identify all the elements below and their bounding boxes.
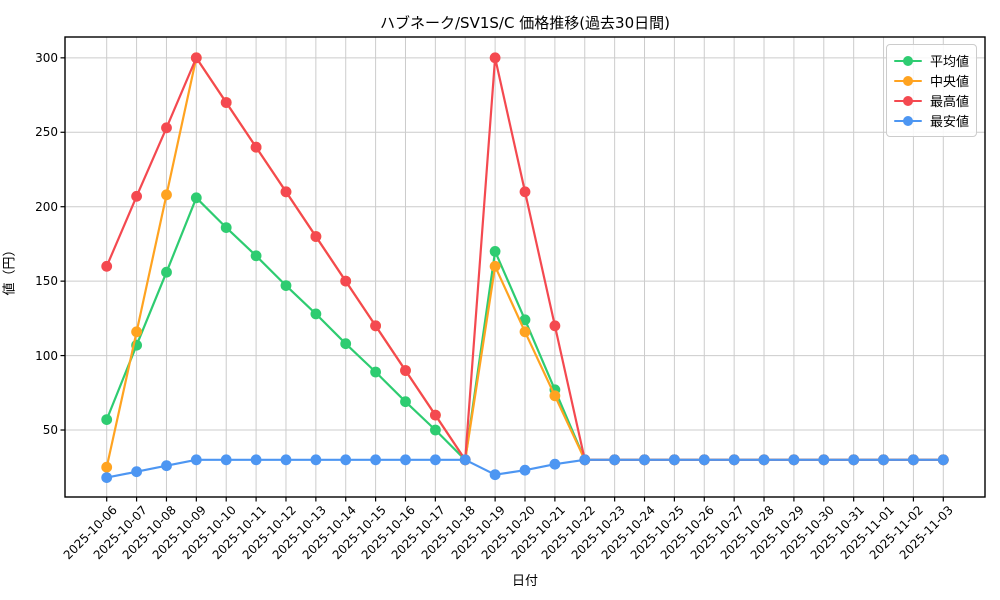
data-point-最安値 xyxy=(370,454,381,466)
data-point-最高値 xyxy=(489,52,501,64)
data-point-最安値 xyxy=(579,454,591,466)
legend-line-marker-icon xyxy=(894,95,922,106)
y-tick-label: 50 xyxy=(42,423,58,437)
legend: 平均値中央値最高値最安値 xyxy=(886,44,977,137)
data-point-最安値 xyxy=(609,454,620,466)
data-point-最安値 xyxy=(340,454,352,466)
data-point-最高値 xyxy=(280,186,292,198)
chart-title: ハブネーク/SV1S/C 価格推移(過去30日間) xyxy=(380,14,670,32)
data-point-最安値 xyxy=(788,454,800,466)
data-point-平均値 xyxy=(161,266,172,278)
y-tick-label: 150 xyxy=(35,274,58,289)
data-point-最高値 xyxy=(519,186,531,198)
legend-item-最安値: 最安値 xyxy=(894,111,969,130)
data-point-最安値 xyxy=(280,454,292,466)
data-point-平均値 xyxy=(370,366,381,378)
legend-item-中央値: 中央値 xyxy=(894,71,969,90)
legend-label: 最安値 xyxy=(930,115,970,130)
data-point-最安値 xyxy=(878,454,889,466)
data-point-最安値 xyxy=(669,454,680,466)
data-point-最安値 xyxy=(698,454,710,466)
legend-item-最高値: 最高値 xyxy=(894,91,969,110)
data-point-最安値 xyxy=(101,472,113,483)
data-point-最高値 xyxy=(400,365,411,376)
data-point-平均値 xyxy=(430,424,441,436)
data-point-最安値 xyxy=(848,454,860,466)
data-point-最安値 xyxy=(190,454,202,466)
data-point-最安値 xyxy=(908,454,919,466)
data-point-平均値 xyxy=(101,414,113,425)
data-point-平均値 xyxy=(340,338,352,350)
y-tick-label: 100 xyxy=(35,348,58,363)
data-point-平均値 xyxy=(310,308,322,320)
data-point-最安値 xyxy=(758,454,770,466)
legend-label: 平均値 xyxy=(930,55,970,70)
data-point-最高値 xyxy=(340,275,352,287)
data-point-最安値 xyxy=(519,464,531,476)
data-point-中央値 xyxy=(131,326,143,338)
data-point-中央値 xyxy=(489,260,501,272)
data-point-最安値 xyxy=(728,454,740,466)
legend-line-marker-icon xyxy=(894,115,922,126)
data-point-最安値 xyxy=(131,466,143,478)
data-point-平均値 xyxy=(400,396,411,408)
data-point-平均値 xyxy=(519,314,531,326)
data-point-最安値 xyxy=(549,458,561,470)
y-tick-label: 300 xyxy=(35,50,58,65)
data-point-最安値 xyxy=(459,454,471,466)
y-tick-label: 250 xyxy=(35,125,58,140)
data-point-最高値 xyxy=(190,52,202,64)
data-point-最安値 xyxy=(937,454,949,466)
legend-item-平均値: 平均値 xyxy=(894,51,969,70)
data-point-中央値 xyxy=(519,326,531,338)
data-point-最安値 xyxy=(818,454,830,466)
data-point-最安値 xyxy=(250,454,262,466)
data-point-最安値 xyxy=(400,454,411,466)
legend-label: 最高値 xyxy=(930,95,970,110)
legend-line-marker-icon xyxy=(894,55,922,66)
data-point-最高値 xyxy=(549,320,561,332)
data-point-最高値 xyxy=(131,190,143,202)
data-point-平均値 xyxy=(280,280,292,291)
data-point-最高値 xyxy=(101,260,113,272)
data-point-最高値 xyxy=(220,97,232,108)
legend-line-marker-icon xyxy=(894,75,922,86)
data-point-最安値 xyxy=(310,454,322,466)
data-point-最高値 xyxy=(430,409,441,421)
data-point-中央値 xyxy=(161,189,172,201)
data-point-最高値 xyxy=(250,141,262,153)
data-point-最高値 xyxy=(370,320,381,332)
legend-label: 中央値 xyxy=(930,75,970,90)
data-point-中央値 xyxy=(549,390,561,402)
data-point-平均値 xyxy=(220,222,232,234)
data-point-最安値 xyxy=(161,460,172,472)
data-point-最安値 xyxy=(220,454,232,466)
data-point-最高値 xyxy=(310,231,322,242)
data-point-最安値 xyxy=(489,469,501,481)
data-point-平均値 xyxy=(250,250,262,262)
data-point-最高値 xyxy=(161,122,172,134)
data-point-平均値 xyxy=(489,246,501,257)
data-point-最安値 xyxy=(430,454,441,466)
data-point-中央値 xyxy=(101,461,113,473)
y-tick-label: 200 xyxy=(35,199,58,214)
data-point-最安値 xyxy=(639,454,650,466)
x-axis-label: 日付 xyxy=(511,574,538,589)
data-point-平均値 xyxy=(190,192,202,204)
